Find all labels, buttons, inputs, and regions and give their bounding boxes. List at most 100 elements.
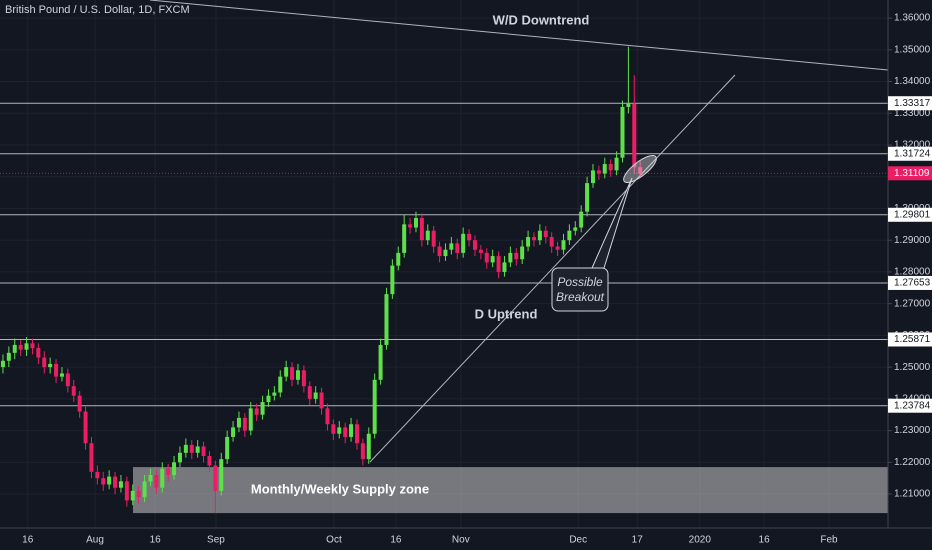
levels xyxy=(0,102,888,407)
x-tick-label: 17 xyxy=(632,535,644,546)
candle-body xyxy=(183,444,188,453)
candle-body xyxy=(508,252,513,263)
candle-body xyxy=(596,170,601,174)
level-tag xyxy=(888,96,932,111)
y-tick-label: 1.36000 xyxy=(894,13,931,24)
last-price-label: 1.31109 xyxy=(894,168,930,179)
candle-body xyxy=(349,424,354,437)
x-tick-label: Oct xyxy=(326,535,342,546)
level-label: 1.27653 xyxy=(894,278,931,289)
x-tick-label: 16 xyxy=(22,535,34,546)
x-tick-label: 16 xyxy=(390,535,402,546)
candle-body xyxy=(260,402,265,415)
candle-body xyxy=(254,408,259,415)
candle-body xyxy=(295,370,300,380)
y-tick-label: 1.27000 xyxy=(894,298,931,309)
callout-text: Possible xyxy=(557,275,603,289)
candle-body xyxy=(59,373,64,377)
candle-body xyxy=(638,167,643,174)
y-tick-label: 1.23000 xyxy=(894,425,931,436)
candle-body xyxy=(12,344,17,353)
y-tick-label: 1.32000 xyxy=(894,140,931,151)
candle-body xyxy=(95,471,100,479)
candle-body xyxy=(567,230,572,241)
supply-zone: Monthly/Weekly Supply zone xyxy=(133,467,888,514)
zone-rect xyxy=(133,467,888,514)
candle-body xyxy=(590,170,595,184)
annotation: W/D Downtrend xyxy=(493,12,590,27)
candle-body xyxy=(65,373,70,387)
candle-body xyxy=(290,367,295,380)
x-tick-label: 2020 xyxy=(689,535,712,546)
candle-body xyxy=(248,408,253,431)
grid xyxy=(0,0,888,528)
candle-body xyxy=(319,392,324,409)
candle-body xyxy=(396,252,401,266)
x-tick-label: Aug xyxy=(86,535,104,546)
candle-body xyxy=(555,246,560,250)
candle-body xyxy=(118,481,123,488)
zone-label: Monthly/Weekly Supply zone xyxy=(251,482,429,497)
level-label: 1.31724 xyxy=(894,148,931,159)
y-tick-label: 1.22000 xyxy=(894,457,931,468)
candle-body xyxy=(160,468,165,488)
candle-body xyxy=(201,446,206,456)
candle-body xyxy=(236,417,241,428)
candle-body xyxy=(372,379,377,434)
annotation: D Uptrend xyxy=(475,306,538,321)
level-tag xyxy=(888,332,932,347)
candle-body xyxy=(402,224,407,253)
level-label: 1.29801 xyxy=(894,209,931,220)
y-tick-label: 1.34000 xyxy=(894,76,931,87)
x-tick-label: 16 xyxy=(759,535,771,546)
candle-body xyxy=(42,357,47,368)
y-tick-label: 1.21000 xyxy=(894,489,931,500)
candle-body xyxy=(142,481,147,498)
candle-body xyxy=(30,343,35,349)
y-tick-label: 1.33000 xyxy=(894,108,931,119)
callout-text: Breakout xyxy=(556,290,605,304)
candle-body xyxy=(484,252,489,263)
candle-body xyxy=(496,256,501,272)
candle-body xyxy=(425,230,430,241)
candle-body xyxy=(343,427,348,437)
candle-body xyxy=(490,256,495,263)
candle-body xyxy=(231,427,236,437)
x-tick-label: 16 xyxy=(150,535,162,546)
candles xyxy=(0,46,643,514)
candle-body xyxy=(632,103,637,168)
candle-body xyxy=(166,468,171,476)
candle-body xyxy=(520,246,525,260)
candle-body xyxy=(585,183,590,212)
candle-body xyxy=(242,417,247,431)
candle-body xyxy=(337,427,342,434)
candle-body xyxy=(213,465,218,491)
candle-body xyxy=(301,370,306,387)
candle-body xyxy=(455,243,460,253)
candle-body xyxy=(266,395,271,403)
candle-body xyxy=(354,424,359,444)
candle-body xyxy=(272,392,277,396)
level-tag xyxy=(888,146,932,161)
level-label: 1.25871 xyxy=(894,334,931,345)
candle-body xyxy=(225,436,230,460)
time-axis xyxy=(0,528,932,550)
candle-body xyxy=(54,363,59,377)
x-tick-label: Sep xyxy=(207,535,225,546)
candle-body xyxy=(526,237,531,247)
candle-body xyxy=(408,224,413,228)
chart-title: British Pound / U.S. Dollar, 1D, FXCM xyxy=(5,4,190,16)
candle-body xyxy=(89,443,94,472)
candle-body xyxy=(419,217,424,241)
candle-body xyxy=(113,476,118,488)
candle-body xyxy=(573,227,578,231)
candle-body xyxy=(620,106,625,158)
x-tick-label: Dec xyxy=(569,535,587,546)
level-tag xyxy=(888,275,932,290)
candle-body xyxy=(101,478,106,485)
candle-body xyxy=(514,252,519,260)
callout-box xyxy=(551,267,609,312)
y-tick-label: 1.35000 xyxy=(894,44,931,55)
candle-body xyxy=(307,386,312,399)
